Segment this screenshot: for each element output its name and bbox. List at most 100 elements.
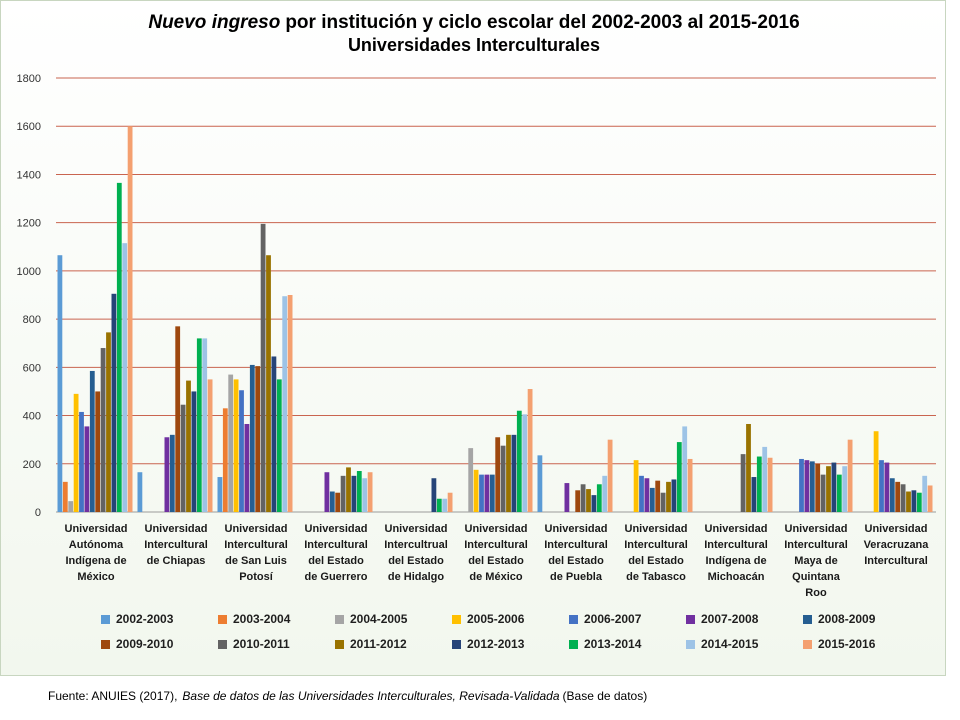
bar-2002-2003 (137, 472, 143, 512)
bar-2004-2005 (68, 501, 74, 512)
legend-swatch (803, 614, 812, 624)
legend-swatch (101, 639, 110, 649)
bar-2012-2013 (431, 478, 437, 512)
category-label-line: del Estado (308, 555, 364, 567)
bar-2005-2006 (873, 431, 879, 512)
bar-2007-2008 (644, 478, 650, 512)
category-label-line: Intercultrual (384, 539, 448, 551)
bar-2013-2014 (676, 442, 682, 512)
x-category-label: Universidad Intercultural Indígena de Micho… (695, 521, 777, 585)
bar-2011-2012 (186, 380, 191, 512)
bar-2014-2015 (202, 338, 208, 512)
bar-2010-2011 (580, 484, 586, 512)
bar-2009-2010 (895, 481, 901, 512)
bar-2015-2016 (447, 492, 453, 512)
bar-2010-2011 (100, 348, 106, 512)
legend-swatch (218, 639, 227, 649)
bar-2015-2016 (607, 439, 613, 512)
x-category-label: Universidad Intercultural del Estado de Gue… (295, 521, 377, 585)
bar-2006-2007 (879, 460, 884, 512)
bar-2013-2014 (356, 471, 362, 512)
bar-2004-2005 (228, 374, 234, 512)
legend-item: 2013-2014 (569, 636, 686, 652)
bar-2003-2004 (62, 481, 68, 512)
category-label-line: Universidad (464, 523, 528, 535)
legend-label: 2014-2015 (701, 637, 759, 651)
title-line: Nuevo ingreso por institución y ciclo esc… (1, 11, 947, 34)
category-label-line: de San Luis (225, 555, 287, 567)
bar-2014-2015 (762, 446, 768, 512)
category-label-line: Universidad (304, 523, 368, 535)
bar-2007-2008 (484, 474, 490, 512)
bar-2015-2016 (687, 458, 693, 512)
y-tick-label: 200 (23, 459, 41, 471)
category-label-line: Universidad (544, 523, 608, 535)
category-label-line: Michoacán (707, 571, 765, 583)
legend-item: 2004-2005 (335, 611, 452, 627)
bar-2002-2003 (57, 255, 63, 512)
legend-item: 2011-2012 (335, 636, 452, 652)
y-tick-label: 1600 (17, 121, 41, 133)
bar-2011-2012 (506, 434, 511, 512)
bar-2010-2011 (260, 223, 266, 512)
legend-label: 2011-2012 (350, 637, 407, 651)
bar-2005-2006 (633, 460, 639, 512)
category-label-line: Universidad (64, 523, 128, 535)
legend-item: 2010-2011 (218, 636, 335, 652)
bar-2013-2014 (916, 492, 922, 512)
bar-2012-2013 (591, 495, 597, 512)
bar-2005-2006 (233, 379, 239, 512)
bar-2010-2011 (180, 404, 186, 512)
bar-2015-2016 (127, 126, 133, 512)
bar-2012-2013 (111, 293, 117, 512)
legend-item: 2007-2008 (686, 611, 803, 627)
bar-2012-2013 (831, 462, 837, 512)
chart-panel: Nuevo ingreso por institución y ciclo esc… (0, 0, 946, 676)
legend-label: 2002-2003 (116, 612, 174, 626)
bar-2008-2009 (649, 487, 655, 512)
bar-2010-2011 (740, 454, 746, 512)
y-tick-label: 1000 (17, 266, 41, 278)
bar-2014-2015 (442, 498, 448, 512)
category-label-line: Autónoma (68, 539, 124, 551)
category-label-line: de Hidalgo (387, 571, 445, 583)
category-label-line: Intercultural (704, 539, 768, 551)
bar-2011-2012 (746, 423, 751, 512)
bar-2015-2016 (207, 379, 213, 512)
category-label-line: de Tabasco (626, 571, 686, 583)
legend-label: 2006-2007 (584, 612, 642, 626)
category-label-line: de Chiapas (146, 555, 206, 567)
bar-2012-2013 (271, 356, 277, 512)
bar-2008-2009 (169, 434, 175, 512)
legend-label: 2008-2009 (818, 612, 876, 626)
category-label-line: del Estado (468, 555, 524, 567)
legend-swatch (452, 614, 461, 624)
bar-2007-2008 (884, 462, 890, 512)
y-tick-label: 800 (23, 314, 41, 326)
bar-2009-2010 (655, 480, 661, 512)
x-category-label: Universidad Intercultural del Estado de Méx… (455, 521, 537, 585)
category-label-line: de Puebla (550, 571, 602, 583)
bar-2006-2007 (479, 474, 484, 512)
bar-2013-2014 (596, 484, 602, 512)
category-label-line: Intercultural (304, 539, 368, 551)
legend-swatch (452, 639, 461, 649)
bar-2012-2013 (351, 475, 357, 512)
category-label-line: Indígena de (705, 555, 767, 567)
bar-2008-2009 (329, 491, 335, 512)
bar-2002-2003 (217, 477, 223, 512)
legend-swatch (335, 614, 344, 624)
bar-2003-2004 (222, 408, 228, 512)
legend-swatch (335, 639, 344, 649)
legend-swatch (218, 614, 227, 624)
source-note: Fuente: ANUIES (2017), Base de datos de l… (48, 689, 647, 703)
legend-item: 2009-2010 (101, 636, 218, 652)
category-label-line: Potosí (239, 571, 273, 583)
bar-2013-2014 (756, 456, 762, 512)
bar-2014-2015 (522, 414, 528, 512)
legend-label: 2003-2004 (233, 612, 291, 626)
category-label-line: Intercultural (864, 555, 928, 567)
legend-swatch (686, 614, 695, 624)
category-label-line: del Estado (548, 555, 604, 567)
y-tick-label: 400 (23, 411, 41, 423)
